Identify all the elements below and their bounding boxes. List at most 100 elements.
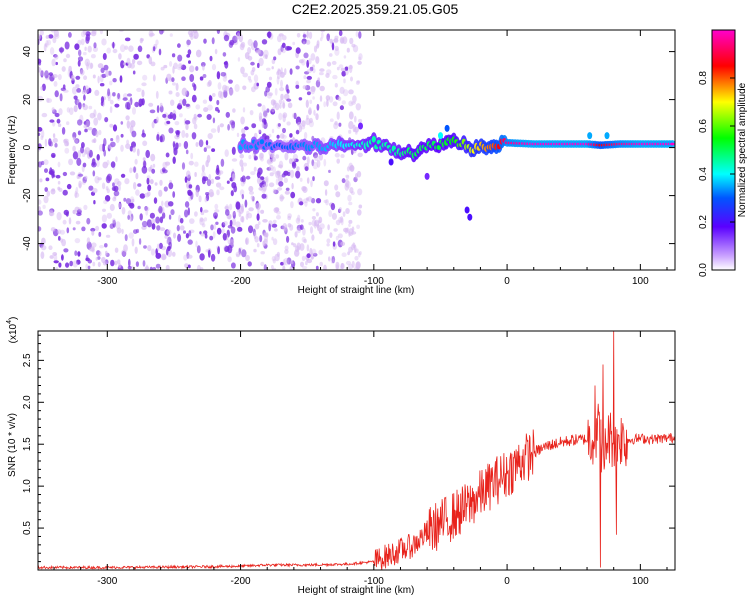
spectrum-noise-blob bbox=[346, 227, 350, 234]
colorbar-tick-label: 0.0 bbox=[698, 263, 709, 277]
spectrum-noise-blob bbox=[308, 31, 313, 40]
spectrum-noise-blob bbox=[258, 221, 261, 226]
spectrum-noise-blob bbox=[184, 209, 189, 218]
spectrum-noise-blob bbox=[251, 67, 256, 72]
spectrum-noise-blob bbox=[214, 48, 218, 55]
spectrum-noise-blob bbox=[200, 211, 205, 216]
spectrum-noise-blob bbox=[184, 201, 190, 208]
spectrum-noise-blob bbox=[104, 195, 111, 202]
spectrum-noise-blob bbox=[316, 159, 321, 168]
spectrum-noise-blob bbox=[102, 53, 107, 60]
spectrum-noise-blob bbox=[46, 97, 50, 103]
spectrum-noise-blob bbox=[258, 152, 264, 160]
spectrum-noise-blob bbox=[86, 88, 90, 95]
spectrum-noise-blob bbox=[46, 190, 51, 197]
spectrum-noise-blob bbox=[68, 65, 72, 73]
spectrum-noise-blob bbox=[76, 88, 82, 93]
spectrum-noise-blob bbox=[266, 159, 271, 164]
spectrum-noise-blob bbox=[355, 103, 361, 111]
spectrum-noise-blob bbox=[52, 137, 58, 144]
spectrum-noise-blob bbox=[357, 152, 363, 158]
spectrum-noise-blob bbox=[82, 51, 87, 56]
spectrum-noise-blob bbox=[112, 48, 118, 54]
spectrum-noise-blob bbox=[105, 186, 109, 191]
spectrum-noise-blob bbox=[109, 223, 115, 229]
spectrum-noise-blob bbox=[270, 108, 276, 115]
spectrum-noise-blob bbox=[97, 261, 101, 268]
spectrum-noise-blob bbox=[45, 35, 50, 39]
spectrum-noise-blob bbox=[262, 184, 266, 188]
spectrum-noise-blob bbox=[315, 212, 319, 217]
spectrum-noise-blob bbox=[62, 219, 67, 225]
spectrum-noise-blob bbox=[211, 63, 217, 71]
spectrogram-xtick-label: 100 bbox=[632, 276, 649, 287]
spectrum-noise-blob bbox=[57, 74, 62, 81]
spectrum-noise-blob bbox=[318, 153, 323, 161]
spectrum-noise-blob bbox=[265, 232, 269, 238]
spectrum-noise-blob bbox=[119, 44, 126, 53]
spectrum-noise-blob bbox=[276, 71, 280, 76]
spectrum-noise-blob bbox=[338, 122, 342, 127]
spectrum-noise-blob bbox=[101, 256, 106, 264]
spectrogram-xtick-label: 0 bbox=[504, 276, 510, 287]
spectrum-noise-blob bbox=[89, 112, 96, 119]
spectrum-noise-blob bbox=[142, 140, 148, 147]
spectrum-noise-blob bbox=[141, 132, 146, 138]
spectrum-noise-blob bbox=[205, 160, 209, 168]
spectrum-noise-blob bbox=[85, 254, 89, 261]
spectrum-noise-blob bbox=[175, 130, 181, 135]
spectrum-noise-blob bbox=[274, 88, 278, 96]
spectrum-noise-blob bbox=[351, 191, 355, 196]
spectrum-noise-blob bbox=[350, 101, 356, 105]
spectrum-noise-blob bbox=[291, 158, 296, 162]
spectrum-noise-blob bbox=[245, 213, 249, 220]
spectrum-noise-blob bbox=[348, 231, 351, 237]
spectrum-noise-blob bbox=[103, 199, 108, 205]
spectrum-noise-blob bbox=[83, 75, 88, 80]
spectrum-noise-blob bbox=[312, 161, 318, 170]
spectrum-noise-blob bbox=[93, 117, 99, 126]
spectrum-noise-blob bbox=[216, 164, 220, 174]
spectrum-noise-blob bbox=[247, 55, 253, 61]
spectrum-noise-blob bbox=[136, 87, 142, 92]
spectrum-noise-blob bbox=[339, 86, 345, 94]
spectrum-noise-blob bbox=[310, 53, 316, 61]
spectrum-noise-blob bbox=[355, 131, 358, 135]
spectrum-noise-blob bbox=[132, 146, 137, 153]
spectrum-noise-blob bbox=[101, 182, 106, 190]
spectrum-noise-blob bbox=[103, 64, 109, 71]
spectrum-noise-blob bbox=[98, 144, 104, 152]
spectrum-noise-blob bbox=[125, 115, 130, 121]
spectrum-noise-blob bbox=[102, 161, 108, 169]
spectrum-noise-blob bbox=[46, 39, 52, 46]
spectrum-noise-blob bbox=[278, 33, 284, 37]
spectrum-noise-blob bbox=[292, 41, 296, 46]
spectrum-noise-blob bbox=[208, 80, 212, 87]
spectrum-noise-blob bbox=[81, 180, 86, 185]
spectrum-noise-blob bbox=[96, 159, 100, 168]
spectrum-noise-blob bbox=[53, 253, 58, 263]
spectrum-noise-blob bbox=[279, 133, 285, 139]
spectrum-noise-blob bbox=[300, 219, 304, 223]
spectrum-noise-blob bbox=[231, 211, 237, 216]
spectrum-noise-blob bbox=[241, 165, 244, 172]
spectrum-noise-blob bbox=[242, 85, 247, 91]
spectrum-noise-blob bbox=[77, 60, 81, 67]
spectrum-noise-blob bbox=[328, 169, 331, 173]
spectrum-noise-blob bbox=[327, 224, 330, 231]
spectrum-noise-blob bbox=[159, 227, 166, 232]
spectrum-noise-blob bbox=[211, 37, 215, 45]
spectrum-noise-blob bbox=[120, 133, 124, 138]
spectrum-noise-blob bbox=[137, 205, 141, 210]
spectrum-noise-blob bbox=[216, 30, 220, 34]
spectrum-noise-blob bbox=[298, 125, 303, 133]
spectrum-noise-blob bbox=[106, 188, 110, 194]
spectrum-noise-blob bbox=[124, 234, 128, 242]
spectrum-noise-blob bbox=[232, 217, 236, 226]
spectrum-noise-blob bbox=[296, 227, 301, 234]
spectrum-noise-blob bbox=[208, 249, 211, 258]
spectrum-noise-blob bbox=[76, 259, 81, 265]
spectrum-noise-blob bbox=[185, 103, 190, 107]
spectrum-noise-blob bbox=[112, 182, 115, 187]
